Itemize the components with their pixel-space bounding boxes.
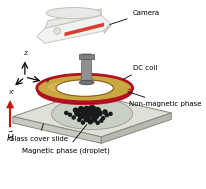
Polygon shape xyxy=(79,54,94,60)
Circle shape xyxy=(65,111,68,115)
Polygon shape xyxy=(45,9,101,28)
Ellipse shape xyxy=(48,80,115,94)
Circle shape xyxy=(75,111,80,116)
Circle shape xyxy=(83,107,90,113)
Ellipse shape xyxy=(56,80,114,96)
Polygon shape xyxy=(64,23,104,36)
Circle shape xyxy=(85,112,91,119)
Text: Non-magnetic phase: Non-magnetic phase xyxy=(128,92,201,107)
Polygon shape xyxy=(81,54,92,83)
Polygon shape xyxy=(37,15,111,43)
Circle shape xyxy=(93,114,98,119)
Circle shape xyxy=(96,121,99,124)
Ellipse shape xyxy=(52,98,133,129)
Ellipse shape xyxy=(46,8,101,19)
Circle shape xyxy=(82,109,88,115)
Ellipse shape xyxy=(51,80,118,100)
Text: DC coil: DC coil xyxy=(123,65,157,79)
Circle shape xyxy=(102,117,105,120)
Ellipse shape xyxy=(79,80,94,85)
Text: Magnetic phase (droplet): Magnetic phase (droplet) xyxy=(22,125,110,153)
Circle shape xyxy=(68,113,71,116)
Ellipse shape xyxy=(37,76,133,104)
Text: Glass cover slide: Glass cover slide xyxy=(9,124,68,142)
Polygon shape xyxy=(104,24,111,34)
Circle shape xyxy=(78,118,81,122)
Circle shape xyxy=(89,108,96,116)
Circle shape xyxy=(78,114,84,119)
Polygon shape xyxy=(13,117,101,143)
Circle shape xyxy=(54,28,60,34)
Polygon shape xyxy=(6,100,14,108)
Circle shape xyxy=(100,119,103,122)
Circle shape xyxy=(88,120,92,124)
Circle shape xyxy=(91,117,97,122)
Ellipse shape xyxy=(37,74,133,102)
Circle shape xyxy=(95,108,100,113)
Ellipse shape xyxy=(37,77,133,105)
Circle shape xyxy=(81,121,84,124)
Text: Z: Z xyxy=(23,51,28,56)
Text: Camera: Camera xyxy=(110,9,160,25)
Circle shape xyxy=(89,106,96,113)
Circle shape xyxy=(97,111,102,116)
Circle shape xyxy=(103,110,107,114)
Text: X': X' xyxy=(8,90,15,94)
Circle shape xyxy=(74,108,78,112)
Circle shape xyxy=(72,116,75,119)
Text: $\vec{H}$: $\vec{H}$ xyxy=(6,129,14,144)
Polygon shape xyxy=(101,113,171,143)
Text: +: + xyxy=(127,87,133,93)
Circle shape xyxy=(105,114,108,117)
Text: Y: Y xyxy=(46,79,50,84)
Circle shape xyxy=(84,116,89,121)
Circle shape xyxy=(78,107,84,112)
Polygon shape xyxy=(13,93,171,137)
Circle shape xyxy=(109,112,112,115)
